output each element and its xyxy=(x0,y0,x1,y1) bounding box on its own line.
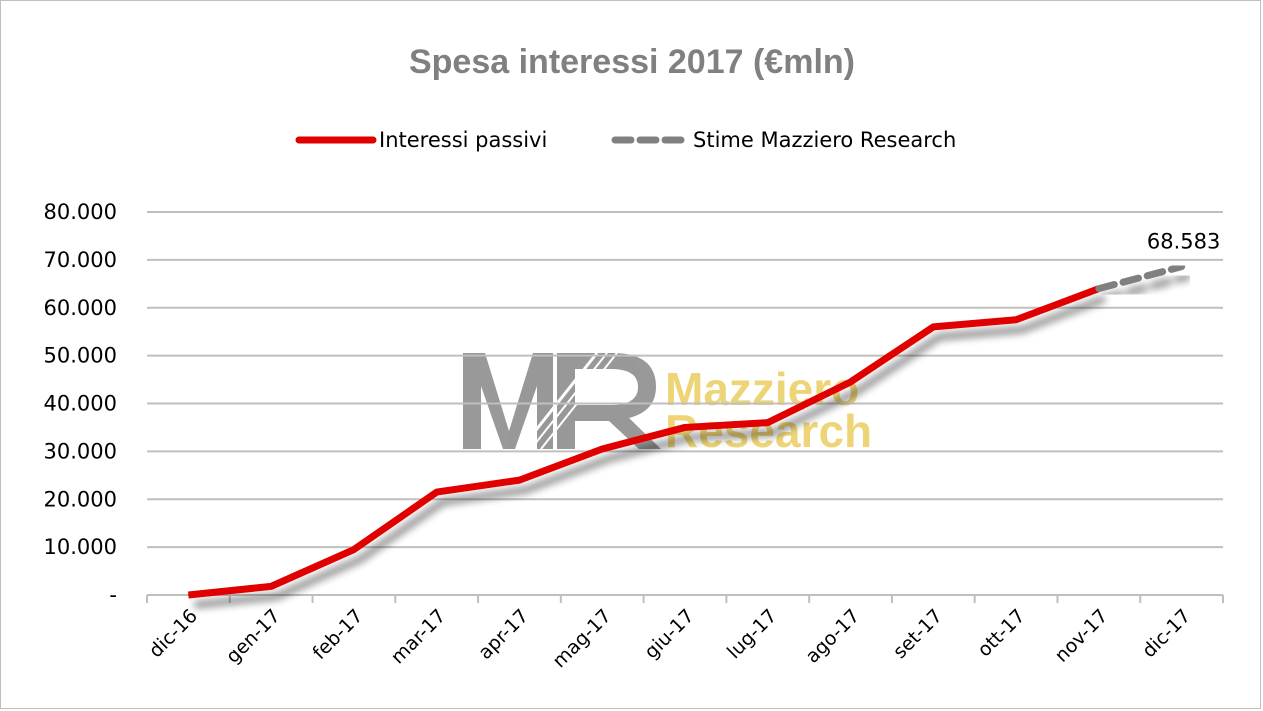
data-point xyxy=(518,479,520,481)
series-line-stime-mazziero xyxy=(1095,263,1186,293)
data-point xyxy=(187,594,189,596)
x-tick-label: lug-17 xyxy=(723,605,781,663)
series-line-interessi-passivi xyxy=(188,285,1101,599)
legend-label-stime: Stime Mazziero Research xyxy=(693,128,956,152)
x-tick-label: mag-17 xyxy=(548,605,615,672)
x-tick-label: ago-17 xyxy=(801,605,864,668)
chart-title: Spesa interessi 2017 (€mln) xyxy=(409,43,855,81)
legend: Interessi passivi Stime Mazziero Researc… xyxy=(295,128,956,152)
x-tick-label: gen-17 xyxy=(222,605,285,668)
x-tick-label: ott-17 xyxy=(973,605,1029,661)
data-point xyxy=(436,491,438,493)
x-tick-label: mar-17 xyxy=(387,605,450,668)
watermark-line1: Mazziero xyxy=(665,363,859,415)
watermark-line2: Research xyxy=(665,405,872,457)
legend-label-interessi: Interessi passivi xyxy=(379,128,547,152)
x-tick-label: feb-17 xyxy=(308,605,367,664)
series-layer xyxy=(187,263,1186,599)
x-tick-label: apr-17 xyxy=(474,605,533,664)
x-tick-label: set-17 xyxy=(889,605,947,663)
y-tick-label: 50.000 xyxy=(44,344,117,368)
x-tick-label: nov-17 xyxy=(1051,605,1113,667)
y-tick-label: - xyxy=(109,583,117,607)
y-tick-label: 60.000 xyxy=(44,296,117,320)
y-tick-label: 40.000 xyxy=(44,392,117,416)
data-label: 68.583 xyxy=(1147,230,1220,254)
x-tick-label: dic-16 xyxy=(145,605,202,662)
data-point xyxy=(1015,319,1017,321)
x-axis: dic-16 gen-17 feb-17 mar-17 apr-17 mag-17 giu-… xyxy=(145,594,1224,672)
data-point xyxy=(270,585,272,587)
y-tick-label: 70.000 xyxy=(44,248,117,272)
y-tick-label: 30.000 xyxy=(44,439,117,463)
data-point xyxy=(850,381,852,383)
data-point xyxy=(684,426,686,428)
y-axis: - 10.000 20.000 30.000 40.000 50.000 60.000 70.… xyxy=(44,200,117,607)
data-point xyxy=(601,448,603,450)
x-tick-label: giu-17 xyxy=(640,605,698,663)
data-point xyxy=(353,549,355,551)
y-tick-label: 20.000 xyxy=(44,487,117,511)
x-tick-label: dic-17 xyxy=(1138,605,1195,662)
watermark-logo: Mazziero Research xyxy=(463,352,872,457)
data-point xyxy=(1098,288,1100,290)
data-labels: 68.583 xyxy=(1147,230,1220,254)
watermark-mr-mark xyxy=(463,352,661,450)
y-tick-label: 80.000 xyxy=(44,200,117,224)
data-point xyxy=(1181,266,1183,268)
y-tick-label: 10.000 xyxy=(44,535,117,559)
data-point xyxy=(932,326,934,328)
data-point xyxy=(767,422,769,424)
